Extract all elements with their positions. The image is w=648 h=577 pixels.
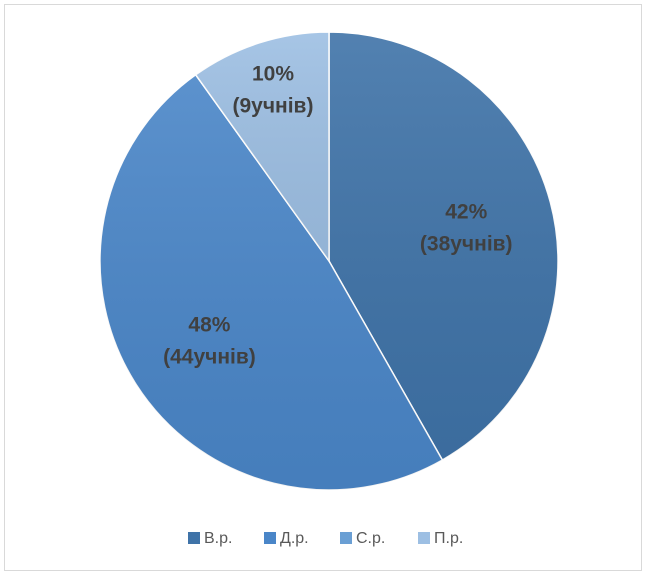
pie-slice-shade-1 [329,32,559,460]
legend-swatch-2 [264,532,276,544]
slice-count-label-1: (38учнів) [420,233,513,256]
legend-label-3: С.р. [356,530,385,547]
slice-percent-label-1: 42% [445,201,487,224]
legend-label-2: Д.р. [280,530,309,547]
legend-label-1: В.р. [204,530,232,547]
pie-slice-shade-4 [195,31,329,261]
slice-percent-label-4: 10% [252,63,294,86]
legend: В.р. Д.р. С.р. П.р. [188,530,463,547]
pie-slice-shade-2 [99,74,443,491]
pie-labels: 42% (38учнів) 48% (44учнів) 10% (9учнів) [163,63,512,369]
legend-swatch-3 [340,532,352,544]
legend-label-4: П.р. [434,530,463,547]
pie-slices [99,31,559,491]
slice-percent-label-2: 48% [188,314,230,337]
slice-count-label-4: (9учнів) [233,95,314,118]
slice-count-label-2: (44учнів) [163,346,256,369]
legend-swatch-1 [188,532,200,544]
legend-swatch-4 [418,532,430,544]
